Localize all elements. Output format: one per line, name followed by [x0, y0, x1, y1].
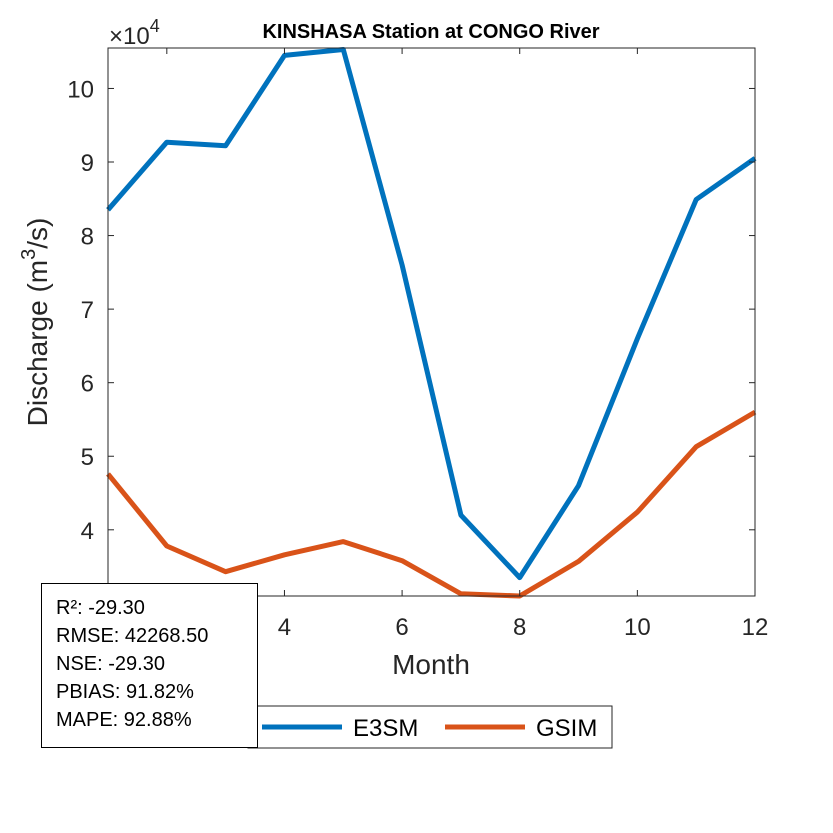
exponent-base: ×10	[109, 23, 150, 50]
x-tick-label-8: 8	[513, 614, 526, 641]
y-axis-label-tail: /s)	[22, 218, 53, 249]
stat-mape: MAPE: 92.88%	[56, 709, 192, 731]
y-axis-label: Discharge (m3/s)	[18, 218, 53, 427]
y-tick-label-8: 8	[81, 224, 94, 251]
legend: E3SM GSIM	[247, 705, 613, 749]
y-tick-label-6: 6	[81, 371, 94, 398]
y-tick-label-10: 10	[67, 76, 94, 103]
y-axis-label-main: Discharge (m	[22, 260, 53, 426]
axes-layer	[107, 47, 756, 597]
plot-area	[108, 48, 755, 596]
y-tick-label-5: 5	[81, 444, 94, 471]
series-line-e3sm	[106, 47, 757, 581]
x-tick-label-6: 6	[395, 614, 408, 641]
exponent-label: ×104	[109, 16, 160, 50]
stats-textbox: R²: -29.30 RMSE: 42268.50 NSE: -29.30 PB…	[41, 583, 258, 748]
legend-label-e3sm: E3SM	[353, 715, 418, 742]
series-line-gsim	[106, 409, 757, 599]
axes-box	[107, 47, 756, 597]
x-tick-label-4: 4	[278, 614, 291, 641]
stat-r2: R²: -29.30	[56, 597, 145, 619]
y-tick-label-9: 9	[81, 150, 94, 177]
exponent-power: 4	[150, 16, 160, 36]
legend-label-gsim: GSIM	[536, 715, 597, 742]
y-axis-label-sup: 3	[18, 249, 40, 260]
x-axis-label: Month	[392, 649, 470, 680]
y-ticks: 4 5 6 7 8 9 10	[67, 76, 755, 545]
x-tick-label-12: 12	[742, 614, 769, 641]
chart-title: KINSHASA Station at CONGO River	[262, 21, 599, 43]
y-tick-label-7: 7	[81, 297, 94, 324]
stat-rmse: RMSE: 42268.50	[56, 625, 209, 647]
x-tick-label-10: 10	[624, 614, 651, 641]
stat-pbias: PBIAS: 91.82%	[56, 681, 194, 703]
y-tick-label-4: 4	[81, 518, 94, 545]
stat-nse: NSE: -29.30	[56, 653, 165, 675]
